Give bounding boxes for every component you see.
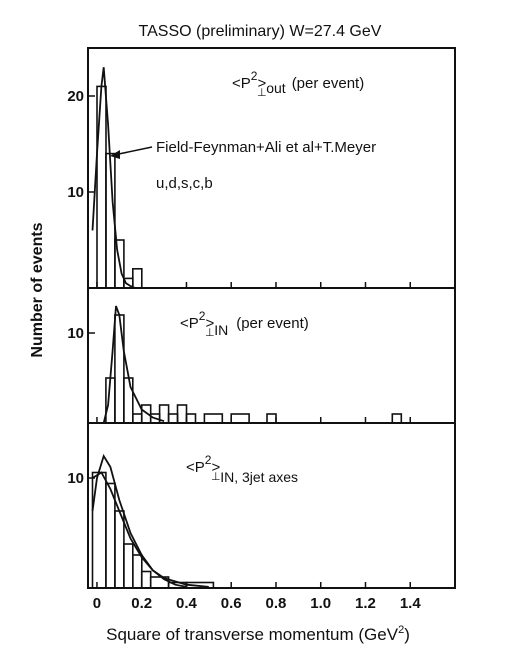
model-annotation: Field-Feynman+Ali et al+T.Meyer: [156, 139, 376, 156]
hist-bin-bottom-5: [140, 570, 152, 589]
x-tick-label-3: 0.6: [221, 595, 242, 612]
x-tick-label-2: 0.4: [176, 595, 198, 612]
label-mid-suffix: (per event): [236, 315, 309, 332]
hist-bin-middle-3: [132, 413, 143, 424]
label-bot-sub: IN, 3jet axes: [220, 469, 298, 485]
label-top-sup: 2: [251, 69, 258, 83]
label-top-suffix: (per event): [292, 75, 365, 92]
label-top-base: <P: [232, 75, 251, 92]
label-mid-base: <P: [180, 315, 199, 332]
panel-top: 10 20: [67, 67, 143, 289]
panel-middle-frame: [87, 287, 456, 424]
y-tick-label-middle-0: 10: [67, 325, 84, 342]
hist-bin-bottom-4: [132, 554, 143, 589]
annotation-arrowhead: [110, 150, 120, 159]
label-bot-sup: 2: [205, 453, 212, 467]
svg-text:<P2>IN, 3jet axes: <P2>IN, 3jet axes: [186, 453, 298, 485]
hist-bin-middle-13: [391, 413, 403, 424]
label-top-rest: >: [257, 75, 266, 92]
hist-bin-middle-11: [230, 413, 250, 424]
curve-bottom: [91, 453, 187, 588]
x-tick-label-1: 0.2: [131, 595, 152, 612]
panel-bottom-frame: [87, 422, 456, 589]
flavours-annotation: u,d,s,c,b: [156, 175, 213, 192]
x-tick-label-5: 1.0: [310, 595, 331, 612]
hist-bin-top-0: [96, 85, 107, 289]
label-mid-rest: >: [205, 315, 214, 332]
panel-bottom-label: <P2>IN, 3jet axes ⊥: [186, 453, 298, 485]
hist-bin-middle-12: [266, 413, 277, 424]
curve-top: [91, 67, 136, 289]
label-top-perp: ⊥: [257, 87, 267, 99]
label-bot-base: <P: [186, 459, 205, 476]
hist-bin-middle-8: [176, 404, 188, 424]
panel-middle-label: <P2>IN (per event) ⊥: [180, 309, 309, 339]
x-tick-label-0: 0: [93, 595, 101, 612]
label-top-sub: out: [266, 80, 286, 96]
label-mid-sup: 2: [199, 309, 206, 323]
figure-title: TASSO (preliminary) W=27.4 GeV: [139, 23, 382, 40]
x-tick-label-6: 1.2: [355, 595, 376, 612]
hist-bin-middle-7: [167, 413, 179, 424]
x-axis-ticks: 0 0.2 0.4 0.6 0.8 1.0 1.2 1.4: [93, 282, 422, 612]
annotation-arrow: [113, 146, 153, 156]
y-tick-label-top-1: 20: [67, 88, 84, 105]
hist-bin-top-4: [132, 267, 143, 289]
x-axis-label: Square of transverse momentum (GeV2): [106, 624, 410, 644]
hist-bin-middle-9: [185, 413, 197, 424]
hist-bin-middle-1: [114, 314, 125, 424]
y-axis-label: Number of events: [29, 222, 46, 357]
x-axis-label-main: Square of transverse momentum (GeV: [106, 625, 399, 644]
label-bot-rest: >: [211, 459, 220, 476]
curve2-bottom: [92, 471, 209, 588]
hist-bin-bottom-3: [123, 543, 134, 589]
hist-bin-bottom-2: [114, 510, 125, 589]
y-tick-label-top-0: 10: [67, 184, 84, 201]
label-mid-perp: ⊥: [205, 327, 215, 339]
svg-text:<P2>out(per event): <P2>out (per event): [232, 69, 364, 96]
x-axis-label-sup: 2: [398, 624, 404, 636]
hist-bin-middle-10: [203, 413, 224, 424]
x-tick-label-7: 1.4: [400, 595, 422, 612]
hist-bin-top-2: [114, 239, 125, 289]
hist-bin-middle-2: [123, 377, 134, 424]
svg-text:<P2>IN(per event): <P2>IN (per event): [180, 309, 309, 338]
label-bot-perp: ⊥: [211, 471, 221, 483]
panel-middle: 10: [67, 305, 403, 424]
label-mid-sub: IN: [214, 322, 228, 338]
panel-top-label: <P2>out (per event) ⊥: [232, 69, 364, 99]
curve-middle: [102, 305, 165, 424]
y-tick-label-bottom-0: 10: [67, 470, 84, 487]
x-axis-label-end: ): [404, 625, 410, 644]
x-tick-label-4: 0.8: [266, 595, 287, 612]
